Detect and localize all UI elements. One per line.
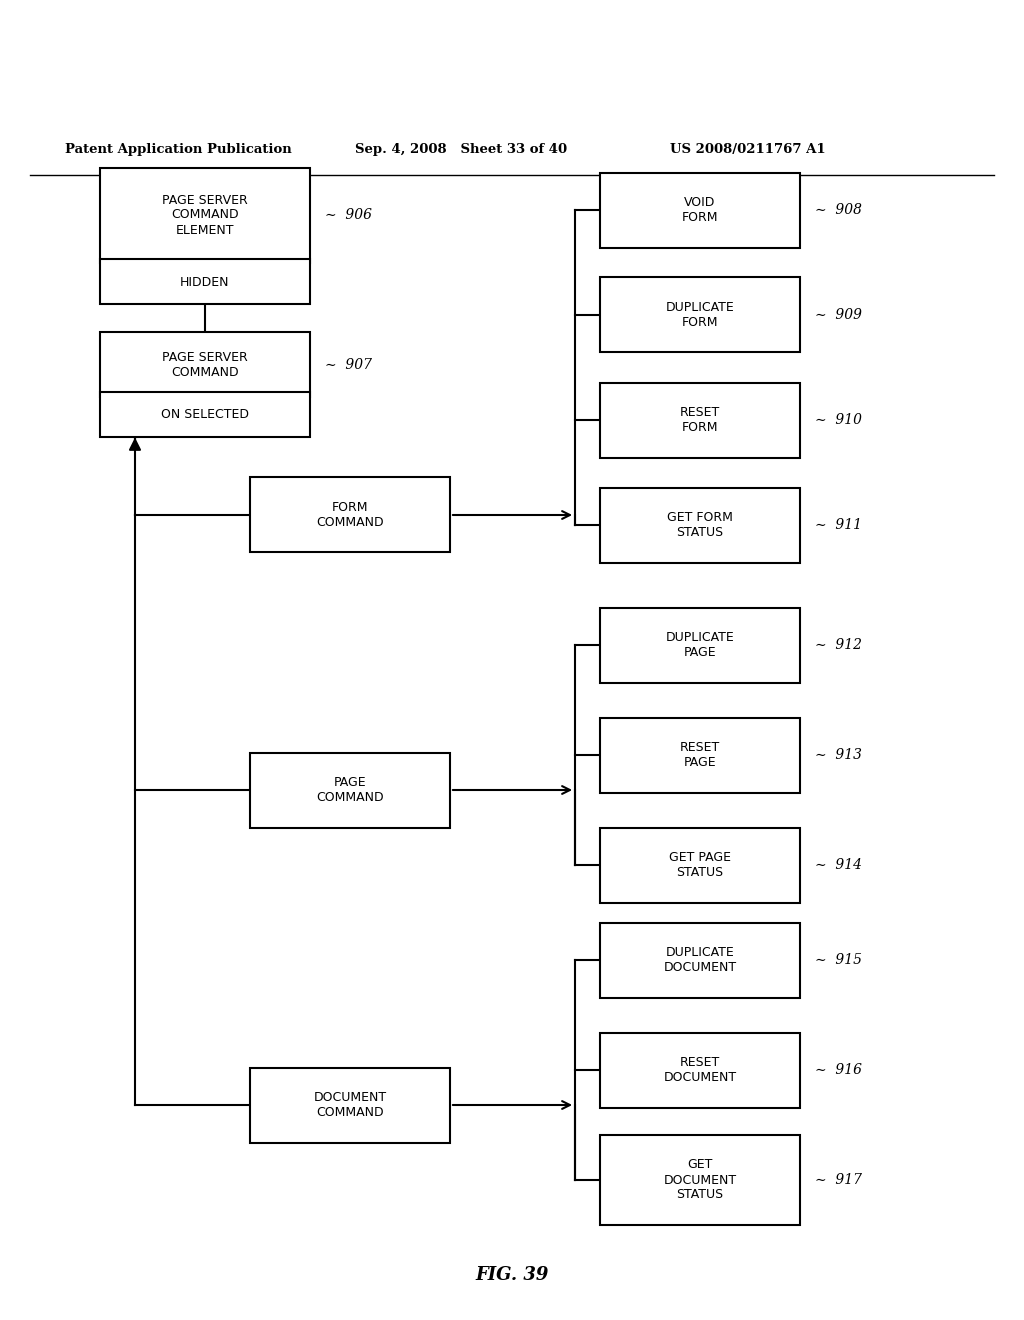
- Text: RESET
PAGE: RESET PAGE: [680, 741, 720, 770]
- Bar: [600, 718, 800, 792]
- Bar: [100, 392, 310, 437]
- Bar: [600, 828, 800, 903]
- Text: Sep. 4, 2008   Sheet 33 of 40: Sep. 4, 2008 Sheet 33 of 40: [355, 144, 567, 157]
- Text: ∼  913: ∼ 913: [815, 748, 862, 762]
- Text: ∼  908: ∼ 908: [815, 203, 862, 216]
- Text: VOID
FORM: VOID FORM: [682, 195, 718, 224]
- Text: DUPLICATE
FORM: DUPLICATE FORM: [666, 301, 734, 329]
- Bar: [100, 168, 310, 263]
- Text: DOCUMENT
COMMAND: DOCUMENT COMMAND: [313, 1092, 387, 1119]
- Text: ∼  911: ∼ 911: [815, 517, 862, 532]
- Bar: [600, 1032, 800, 1107]
- Text: ∼  914: ∼ 914: [815, 858, 862, 873]
- Bar: [100, 260, 310, 305]
- Bar: [600, 607, 800, 682]
- Text: PAGE SERVER
COMMAND: PAGE SERVER COMMAND: [162, 351, 248, 379]
- Text: ∼  910: ∼ 910: [815, 413, 862, 426]
- Text: DUPLICATE
PAGE: DUPLICATE PAGE: [666, 631, 734, 659]
- Bar: [600, 277, 800, 352]
- Text: ∼  909: ∼ 909: [815, 308, 862, 322]
- Bar: [600, 173, 800, 248]
- Text: GET
DOCUMENT
STATUS: GET DOCUMENT STATUS: [664, 1159, 736, 1201]
- Text: DUPLICATE
DOCUMENT: DUPLICATE DOCUMENT: [664, 946, 736, 974]
- Text: ∼  907: ∼ 907: [325, 358, 372, 372]
- Text: RESET
DOCUMENT: RESET DOCUMENT: [664, 1056, 736, 1084]
- Text: Patent Application Publication: Patent Application Publication: [65, 144, 292, 157]
- Text: FORM
COMMAND: FORM COMMAND: [316, 502, 384, 529]
- Bar: [250, 752, 450, 828]
- Text: ∼  916: ∼ 916: [815, 1063, 862, 1077]
- Text: ∼  917: ∼ 917: [815, 1173, 862, 1187]
- Bar: [250, 1068, 450, 1143]
- Bar: [600, 383, 800, 458]
- Text: ∼  906: ∼ 906: [325, 209, 372, 222]
- Text: HIDDEN: HIDDEN: [180, 276, 229, 289]
- Text: GET PAGE
STATUS: GET PAGE STATUS: [669, 851, 731, 879]
- Text: ∼  912: ∼ 912: [815, 638, 862, 652]
- Text: ON SELECTED: ON SELECTED: [161, 408, 249, 421]
- Text: FIG. 39: FIG. 39: [475, 1266, 549, 1284]
- Text: PAGE
COMMAND: PAGE COMMAND: [316, 776, 384, 804]
- Bar: [250, 478, 450, 553]
- Text: RESET
FORM: RESET FORM: [680, 407, 720, 434]
- Text: US 2008/0211767 A1: US 2008/0211767 A1: [670, 144, 825, 157]
- Bar: [600, 923, 800, 998]
- Bar: [100, 333, 310, 397]
- Bar: [600, 1135, 800, 1225]
- Text: ∼  915: ∼ 915: [815, 953, 862, 968]
- Text: GET FORM
STATUS: GET FORM STATUS: [667, 511, 733, 539]
- Bar: [600, 487, 800, 562]
- Text: PAGE SERVER
COMMAND
ELEMENT: PAGE SERVER COMMAND ELEMENT: [162, 194, 248, 236]
